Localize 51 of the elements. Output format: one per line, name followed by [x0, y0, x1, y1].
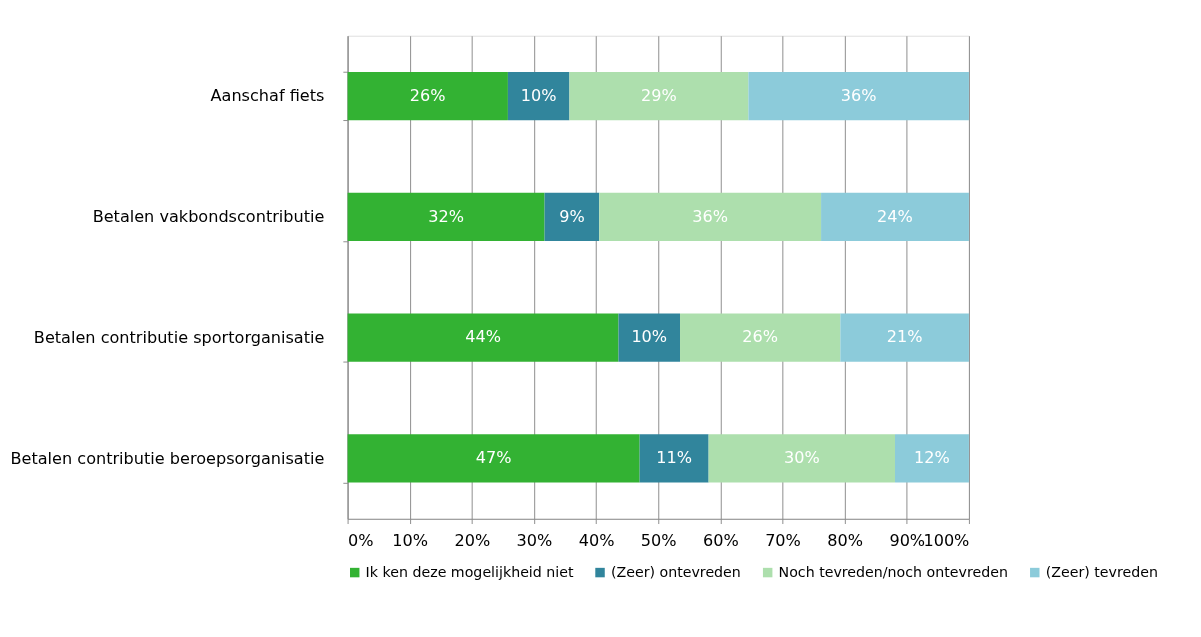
bar	[618, 313, 681, 362]
data-label: 44%	[465, 327, 501, 347]
data-label: 10%	[520, 85, 557, 105]
legend-label: Ik ken deze mogelijkheid niet	[365, 564, 574, 581]
data-label: 24%	[877, 206, 913, 226]
bar	[748, 72, 969, 121]
x-tick-label: 70%	[765, 530, 801, 550]
data-label: 36%	[840, 85, 877, 105]
bar	[821, 192, 969, 242]
x-tick-label: 40%	[578, 530, 615, 550]
data-label: 26%	[742, 327, 779, 347]
legend-label: (Zeer) ontevreden	[610, 564, 741, 581]
bar	[347, 313, 619, 362]
legend-label: Noch tevreden/noch ontevreden	[778, 564, 1008, 581]
bar	[708, 434, 896, 483]
y-tick-label: Betalen contributie sportorganisatie	[33, 327, 325, 347]
x-tick-label: 60%	[702, 530, 739, 550]
data-label: 10%	[631, 327, 668, 347]
y-tick-label: Betalen vakbondscontributie	[92, 207, 325, 227]
data-label: 36%	[692, 206, 729, 226]
bar	[895, 434, 969, 483]
data-label: 47%	[475, 448, 512, 468]
data-label: 26%	[409, 85, 446, 105]
x-tick-label: 50%	[640, 530, 677, 550]
bar	[680, 313, 841, 362]
bar	[347, 434, 640, 483]
data-label: 9%	[559, 206, 585, 226]
bar	[840, 313, 969, 362]
bar	[507, 72, 570, 121]
x-tick-label: 80%	[827, 530, 864, 550]
x-tick-label: 100%	[923, 530, 970, 550]
x-tick-label: 30%	[516, 530, 553, 550]
data-label: 30%	[783, 448, 820, 468]
data-label: 11%	[656, 448, 693, 468]
y-tick-label: Betalen contributie beroepsorganisatie	[10, 448, 325, 468]
legend-label: (Zeer) tevreden	[1045, 564, 1158, 581]
bar	[569, 72, 749, 121]
bar	[599, 192, 822, 242]
data-label: 29%	[641, 85, 677, 105]
bar	[544, 192, 600, 242]
bar	[347, 192, 545, 242]
x-tick-label: 0%	[348, 530, 374, 550]
data-label: 12%	[914, 448, 950, 468]
data-label: 21%	[886, 327, 923, 347]
data-label: 32%	[428, 206, 464, 226]
y-tick-label: Aanschaf fiets	[210, 86, 325, 106]
bar	[639, 434, 709, 483]
x-tick-label: 90%	[889, 530, 926, 550]
x-tick-label: 20%	[454, 530, 491, 550]
bar	[347, 72, 508, 121]
x-tick-label: 10%	[392, 530, 429, 550]
